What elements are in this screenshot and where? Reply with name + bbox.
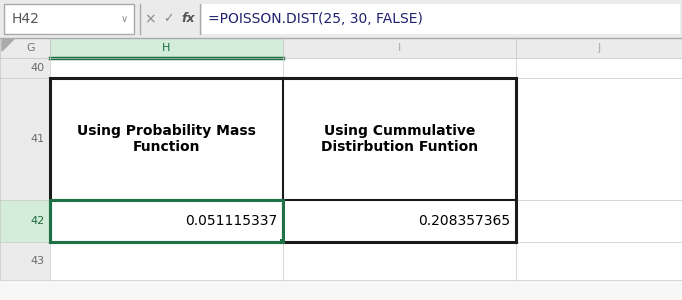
Text: fx: fx [181,13,195,26]
Text: Using Cummulative: Using Cummulative [324,124,475,138]
Text: Distirbution Funtion: Distirbution Funtion [321,140,478,154]
Bar [50,78,516,242]
Text: G: G [27,43,35,53]
Bar [202,4,680,34]
Bar [50,200,283,242]
Bar [0,78,682,200]
Bar [283,38,516,58]
Bar [0,200,50,242]
Text: Function: Function [133,140,201,154]
Bar [0,242,682,280]
Bar [0,38,682,300]
Text: I: I [398,43,401,53]
Bar [0,0,682,38]
Text: 42: 42 [31,216,45,226]
Text: 0.051115337: 0.051115337 [185,214,277,228]
Bar [0,38,50,58]
Text: ×: × [144,12,155,26]
Bar [50,38,283,58]
Bar [0,242,50,280]
Text: 41: 41 [31,134,45,144]
Text: 43: 43 [31,256,45,266]
Bar [0,78,50,200]
Text: 40: 40 [31,63,45,73]
Text: ∨: ∨ [121,14,128,24]
Text: =POISSON.DIST(25, 30, FALSE): =POISSON.DIST(25, 30, FALSE) [208,12,423,26]
Bar [516,38,682,58]
Text: H: H [162,43,170,53]
Bar [0,58,50,78]
Text: Using Probability Mass: Using Probability Mass [77,124,256,138]
Bar [0,58,682,78]
Text: J: J [597,43,601,53]
Text: ✓: ✓ [163,13,173,26]
Bar [0,200,682,242]
Text: H42: H42 [12,12,40,26]
Polygon shape [2,39,14,51]
Text: 0.208357365: 0.208357365 [418,214,510,228]
Bar [280,239,285,244]
Bar [4,4,134,34]
